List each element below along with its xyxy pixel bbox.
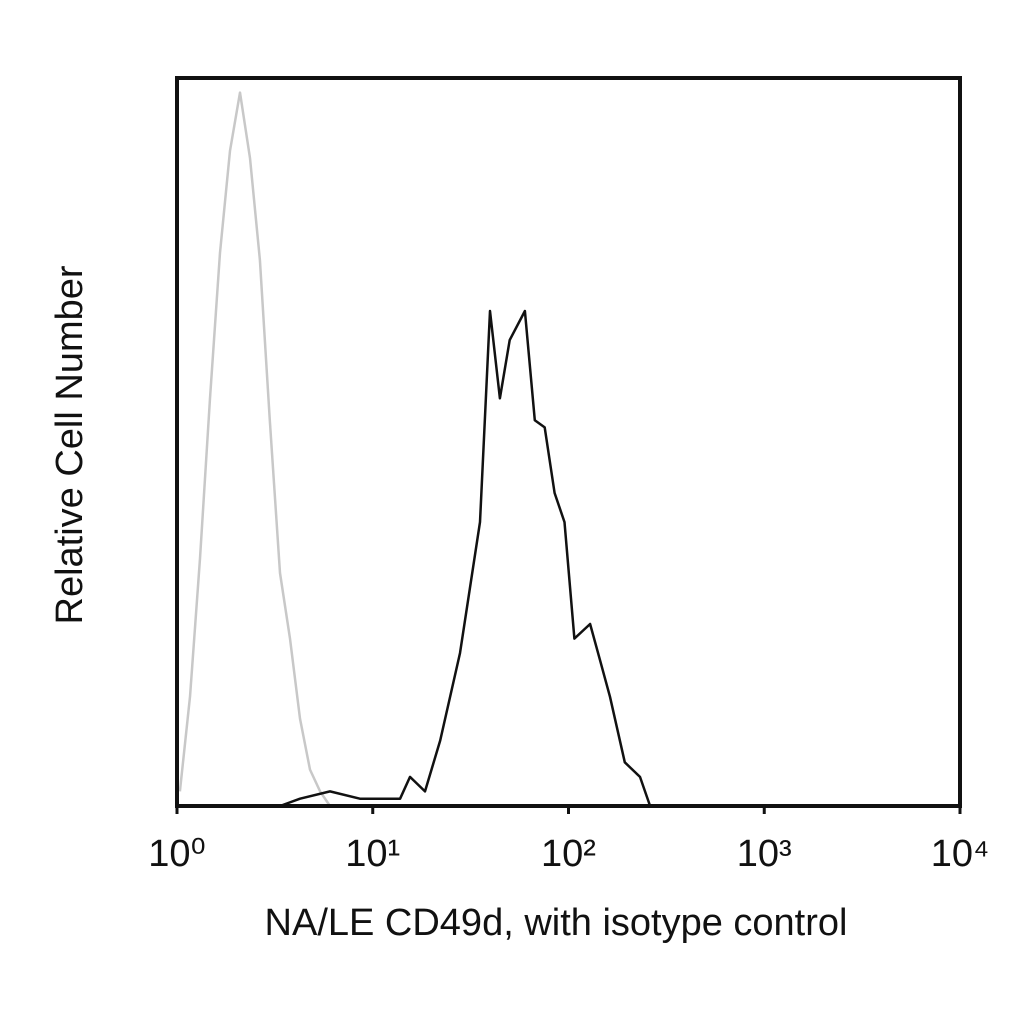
x-tick-label: 10⁴ bbox=[931, 833, 990, 875]
x-tick-label: 10¹ bbox=[345, 833, 400, 875]
histogram-line bbox=[178, 91, 332, 807]
x-tick-label: 10³ bbox=[737, 833, 792, 875]
x-tick-label: 10² bbox=[541, 833, 596, 875]
y-axis-label: Relative Cell Number bbox=[49, 265, 91, 624]
x-axis-label: NA/LE CD49d, with isotype control bbox=[265, 902, 848, 944]
plot-frame bbox=[175, 76, 962, 808]
x-tick-label: 10⁰ bbox=[148, 833, 206, 875]
histogram-line bbox=[279, 309, 880, 808]
